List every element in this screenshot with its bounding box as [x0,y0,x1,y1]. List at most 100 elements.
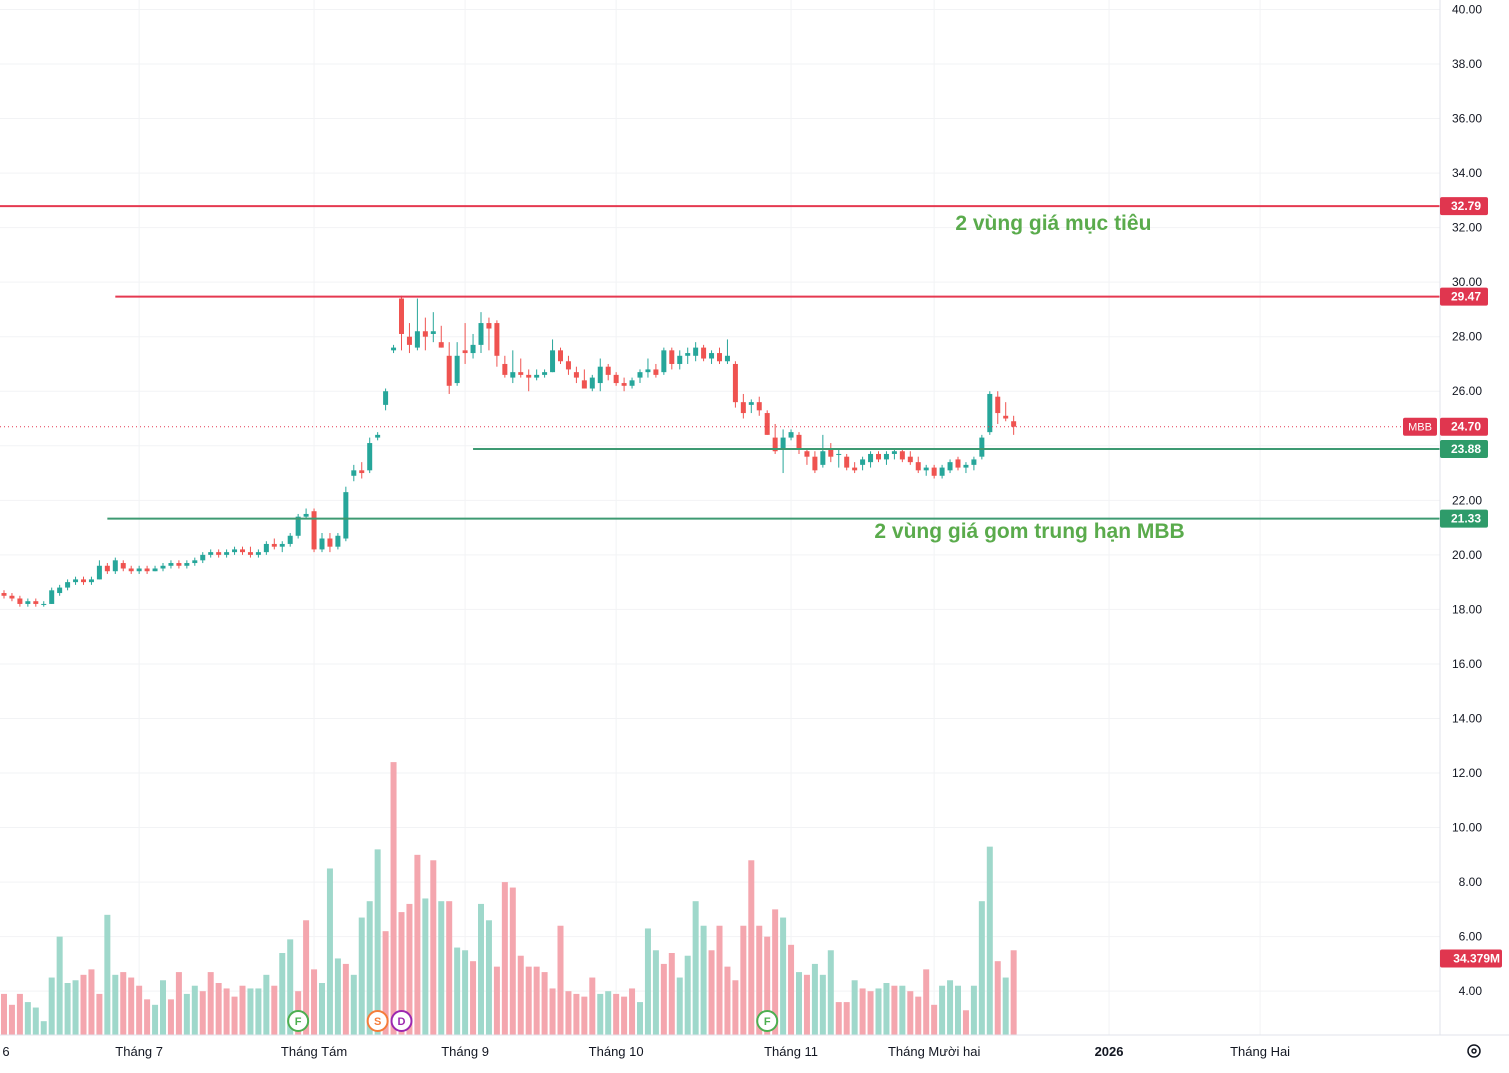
candle-body[interactable] [558,350,563,362]
candle-body[interactable] [565,361,571,370]
candle-body[interactable] [693,347,699,356]
chart-annotation[interactable]: 2 vùng giá mục tiêu [955,211,1152,235]
candle-body[interactable] [502,363,508,375]
candle-body[interactable] [581,380,587,389]
candle-body[interactable] [923,467,929,471]
candle-body[interactable] [446,355,452,386]
candle-body[interactable] [518,372,524,375]
candle-body[interactable] [852,467,858,471]
candle-body[interactable] [208,552,214,555]
candle-body[interactable] [947,462,953,471]
candle-body[interactable] [41,603,47,605]
candle-body[interactable] [732,363,738,403]
candle-body[interactable] [836,453,842,455]
candle-body[interactable] [796,434,802,449]
candle-body[interactable] [1,593,7,596]
candle-body[interactable] [510,372,516,378]
event-marker[interactable] [756,1010,779,1032]
candle-body[interactable] [812,456,818,471]
candle-body[interactable] [399,298,404,334]
candle-body[interactable] [295,516,301,536]
candle-body[interactable] [335,535,341,547]
candle-body[interactable] [971,459,977,465]
candle-body[interactable] [844,456,850,468]
candle-body[interactable] [462,350,468,354]
candle-body[interactable] [677,355,683,364]
candle-body[interactable] [414,331,420,348]
candle-body[interactable] [772,437,778,452]
candle-body[interactable] [979,437,985,457]
candle-body[interactable] [144,568,150,572]
candle-body[interactable] [271,543,277,547]
candle-body[interactable] [597,366,603,384]
event-marker[interactable] [287,1010,310,1032]
candle-body[interactable] [454,355,460,384]
candle-body[interactable] [375,434,381,438]
candle-body[interactable] [534,374,540,378]
candle-body[interactable] [756,402,762,411]
candle-body[interactable] [263,543,269,553]
candle-body[interactable] [621,383,627,386]
candle-body[interactable] [81,579,86,583]
candle-body[interactable] [573,372,579,378]
candle-body[interactable] [637,372,643,378]
candle-body[interactable] [96,565,102,580]
candle-body[interactable] [788,432,794,438]
candle-body[interactable] [605,366,611,375]
candle-body[interactable] [629,380,635,386]
candle-body[interactable] [406,336,412,345]
candle-body[interactable] [200,554,206,561]
candle-body[interactable] [963,464,969,468]
candle-body[interactable] [88,579,94,583]
candle-body[interactable] [717,353,722,362]
candle-body[interactable] [899,451,905,460]
candle-body[interactable] [868,453,874,463]
candle-body[interactable] [33,601,39,604]
candle-body[interactable] [804,451,810,457]
candle-body[interactable] [152,568,158,572]
candle-body[interactable] [931,467,937,476]
candle-body[interactable] [494,323,500,356]
candle-body[interactable] [685,353,691,356]
candle-body[interactable] [247,552,253,555]
candle-body[interactable] [279,543,285,547]
candle-body[interactable] [184,563,190,566]
candle-body[interactable] [430,331,436,334]
candle-body[interactable] [9,595,15,599]
candle-body[interactable] [319,538,325,550]
candle-body[interactable] [391,347,397,351]
candle-body[interactable] [876,453,881,460]
candle-body[interactable] [995,396,1001,414]
candle-body[interactable] [701,347,707,359]
candle-body[interactable] [65,582,71,588]
candle-body[interactable] [891,451,897,454]
candle-body[interactable] [168,563,174,566]
candle-body[interactable] [907,456,913,463]
candle-body[interactable] [613,374,619,384]
candle-body[interactable] [367,443,373,471]
candle-body[interactable] [470,344,476,354]
candle-body[interactable] [987,393,993,433]
candle-body[interactable] [303,513,309,517]
chart-annotation[interactable]: 2 vùng giá gom trung hạn MBB [874,520,1185,544]
candle-body[interactable] [860,459,866,465]
candle-body[interactable] [49,590,55,604]
candle-body[interactable] [112,560,118,572]
candle-body[interactable] [176,563,182,566]
candle-body[interactable] [828,448,834,457]
candle-body[interactable] [550,350,556,373]
candle-body[interactable] [589,377,595,389]
candle-body[interactable] [709,353,715,359]
candle-body[interactable] [216,552,222,555]
candle-body[interactable] [645,369,651,373]
candle-body[interactable] [748,402,754,405]
candle-body[interactable] [351,470,357,476]
candle-body[interactable] [955,459,961,468]
event-marker[interactable] [390,1010,413,1032]
candle-body[interactable] [915,462,921,471]
candle-body[interactable] [240,549,245,553]
candle-body[interactable] [724,355,730,362]
candle-body[interactable] [740,402,746,414]
candle-body[interactable] [422,331,428,337]
